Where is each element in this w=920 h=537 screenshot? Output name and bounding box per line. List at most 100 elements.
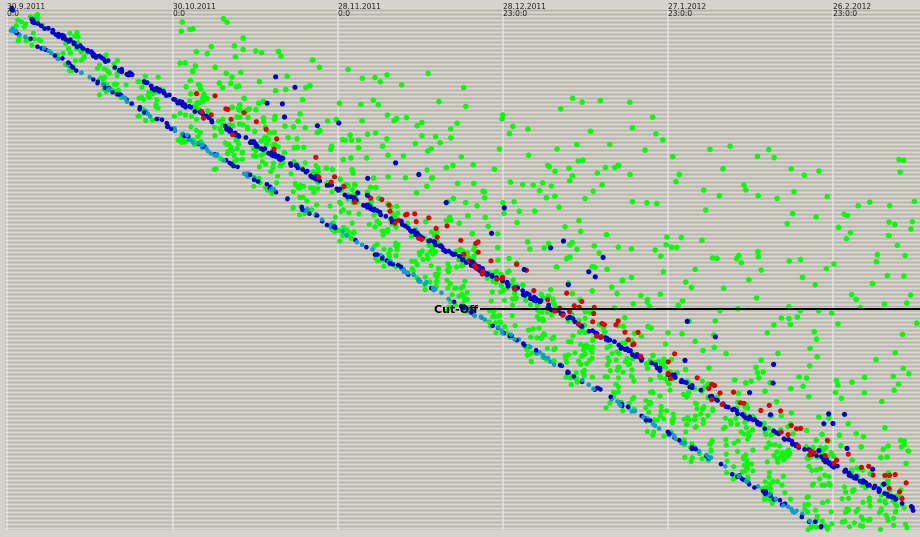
green-point [666, 381, 672, 387]
tick-label-date: 28.12.2011 [503, 2, 546, 11]
row-stripe [5, 478, 920, 479]
red-point [709, 381, 715, 387]
green-point [384, 72, 390, 78]
green-point [873, 356, 879, 363]
row-stripe [5, 324, 920, 325]
lower-edge-point [792, 510, 797, 515]
row-stripe [5, 326, 920, 327]
green-point [315, 165, 321, 171]
green-point [316, 64, 323, 71]
green-point [833, 377, 840, 384]
green-point [607, 400, 613, 406]
green-point [797, 256, 804, 263]
lower-edge-point [200, 142, 205, 148]
lower-edge-point [631, 409, 636, 414]
green-point [422, 286, 428, 293]
lower-edge-point [482, 317, 488, 322]
green-point [391, 117, 397, 124]
blue-point [398, 218, 404, 224]
red-point [737, 400, 744, 406]
green-point [587, 128, 594, 134]
row-stripe [5, 438, 920, 439]
green-point [424, 183, 430, 189]
green-point [363, 155, 370, 161]
green-point [562, 224, 568, 230]
green-point [702, 207, 709, 213]
green-point [529, 350, 535, 356]
lower-edge-point [235, 164, 240, 170]
green-point [239, 156, 245, 162]
green-point [236, 83, 242, 89]
green-point [845, 420, 851, 427]
green-point [274, 180, 280, 186]
green-point [799, 274, 806, 281]
lower-edge-point [666, 431, 672, 437]
green-point [551, 347, 557, 353]
green-point [448, 135, 454, 141]
lower-edge-point [625, 404, 631, 410]
blue-point [337, 186, 343, 192]
row-stripe [5, 272, 920, 273]
blue-point [885, 493, 891, 499]
green-point [828, 310, 835, 316]
green-point [843, 235, 850, 242]
green-point [101, 66, 107, 72]
row-stripe [5, 218, 920, 219]
row-stripe [5, 162, 920, 163]
lower-edge-point [723, 464, 728, 469]
green-point [563, 255, 570, 262]
row-stripe [5, 102, 920, 103]
green-point [860, 523, 866, 529]
row-stripe [5, 390, 920, 391]
green-point [430, 251, 436, 257]
green-point [814, 513, 821, 519]
green-point [720, 166, 726, 172]
green-point [644, 428, 650, 434]
green-point [646, 409, 652, 415]
green-point [486, 319, 492, 325]
green-point [858, 514, 864, 520]
green-point [791, 189, 797, 195]
green-point [189, 68, 196, 74]
row-stripe [5, 482, 920, 483]
green-point [853, 296, 859, 303]
row-stripe [5, 186, 920, 187]
green-point [229, 104, 235, 110]
green-point [340, 232, 346, 238]
green-point [866, 199, 873, 205]
blue-point [125, 72, 131, 78]
green-point [491, 313, 497, 320]
green-point [65, 46, 72, 52]
green-point [788, 166, 794, 172]
row-stripe [5, 92, 920, 93]
lower-edge-point [461, 305, 467, 311]
row-stripe [5, 502, 920, 503]
row-stripe [5, 312, 920, 313]
green-point [340, 207, 346, 213]
lower-edge-point [78, 70, 84, 76]
row-stripe [5, 388, 920, 389]
green-point [762, 479, 768, 485]
green-point [381, 246, 387, 252]
row-stripe [5, 44, 920, 45]
green-point [574, 379, 580, 385]
red-point [615, 318, 621, 324]
blue-point [105, 58, 111, 63]
green-point [297, 212, 303, 218]
row-stripe [5, 346, 920, 347]
blue-point [818, 454, 824, 460]
lower-edge-point [398, 264, 404, 270]
green-point [828, 509, 834, 515]
green-point [541, 331, 547, 337]
green-point [471, 253, 477, 259]
green-point [307, 82, 313, 89]
green-point [74, 29, 80, 36]
lower-edge-point [466, 306, 471, 312]
blue-point [269, 150, 274, 156]
row-stripe [5, 68, 920, 69]
green-point [193, 48, 199, 55]
green-point [806, 463, 812, 469]
blue-point [288, 163, 294, 169]
green-point [905, 448, 912, 454]
red-point [579, 298, 585, 305]
